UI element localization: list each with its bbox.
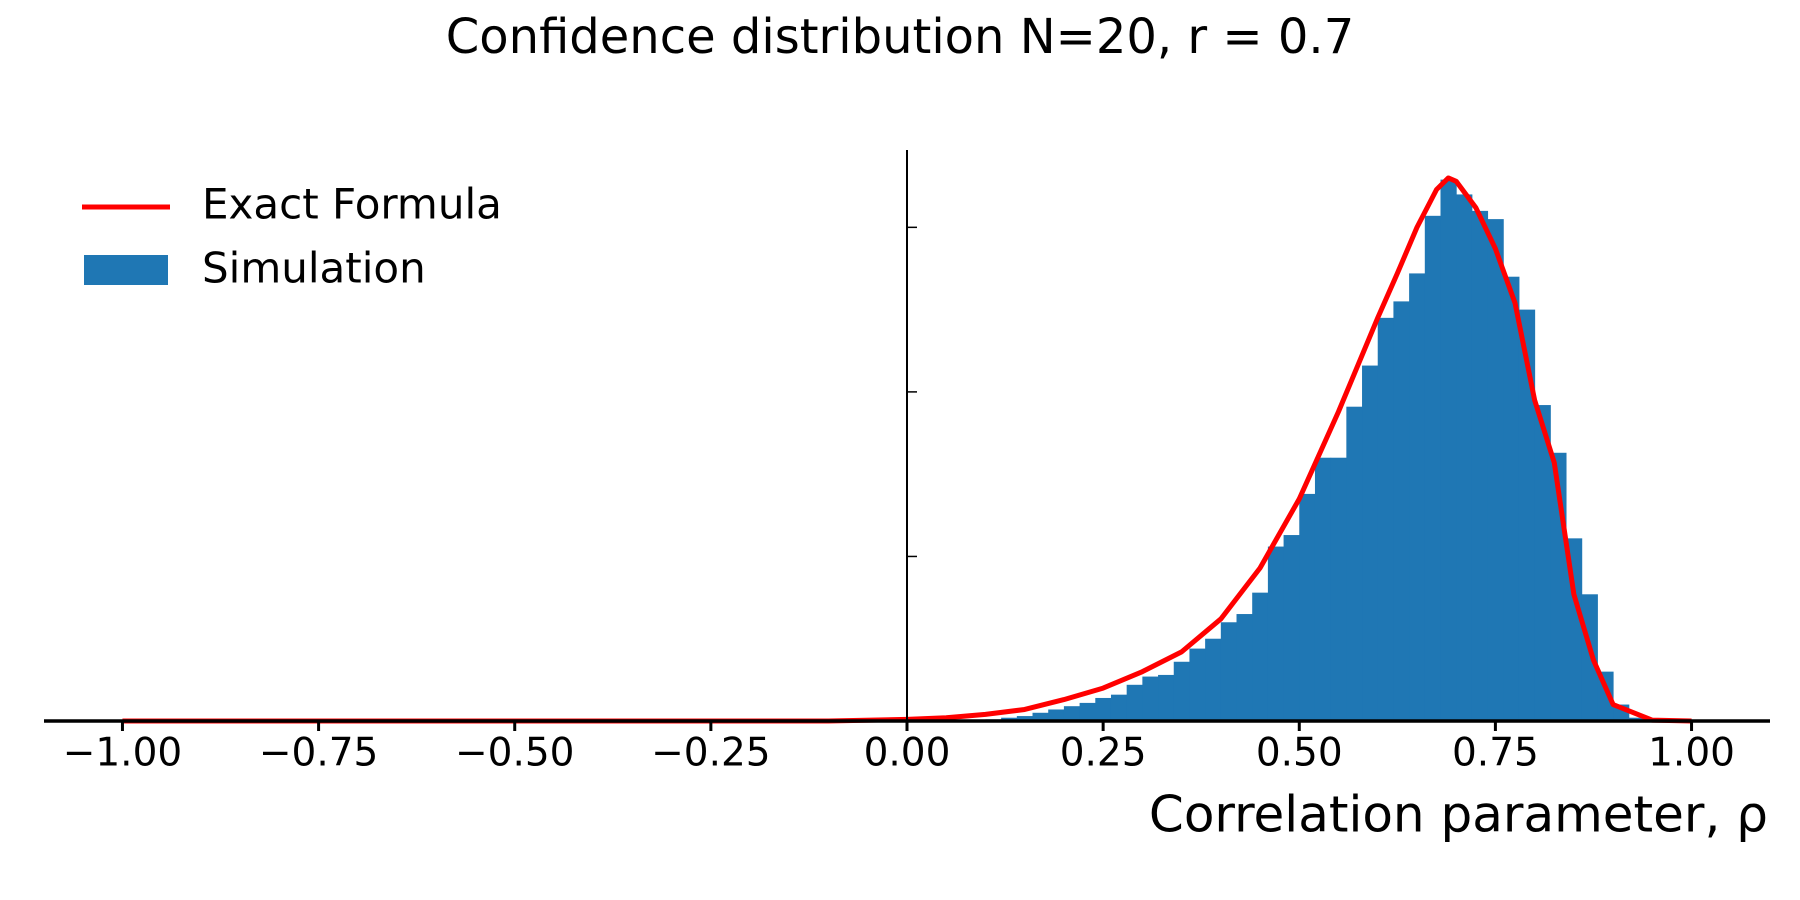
x-tick-label: 0.50 [1256,731,1343,776]
histogram-bar [1016,716,1034,721]
histogram-bar [1487,219,1504,721]
histogram-bar [1314,457,1332,721]
histogram-bar [1283,535,1300,721]
histogram-bar [1126,684,1143,721]
histogram-bar [1330,457,1347,721]
histogram-bar [1362,365,1379,721]
legend-label: Exact Formula [202,180,502,229]
histogram-bar [1424,215,1441,721]
x-tick-label: −0.75 [259,731,379,776]
histogram-bar [1267,546,1285,721]
histogram-bar [1220,622,1238,721]
histogram-bar [1236,614,1253,721]
chart-title: Confidence distribution N=20, r = 0.7 [446,9,1354,65]
x-tick-label: −0.25 [651,731,771,776]
histogram-bar [1079,702,1096,721]
histogram-bar [1048,709,1065,721]
histogram-bar [1346,406,1363,721]
histogram-bar [1205,638,1222,721]
histogram-bar [1173,661,1190,721]
x-tick-label: 0.25 [1060,731,1147,776]
x-tick-label: 0.75 [1452,731,1539,776]
x-tick-label: −1.00 [63,731,183,776]
histogram-bar [1534,405,1551,721]
histogram-bar [1471,210,1489,722]
x-tick-label: 0.00 [864,731,951,776]
x-axis-label: Correlation parameter, ρ [1149,786,1768,844]
histogram-bar [1440,179,1457,721]
histogram-bar [1158,674,1175,721]
histogram-bar [1393,301,1410,721]
histogram-bar [1518,309,1536,721]
x-tick-label: 1.00 [1648,731,1735,776]
histogram-bar [1252,592,1269,721]
legend-label: Simulation [202,244,426,293]
histogram-bar [1032,712,1049,721]
histogram-bar [1110,694,1128,721]
x-tick-label: −0.50 [455,731,575,776]
legend-bar-swatch [84,255,168,285]
histogram-bar [1377,317,1394,721]
histogram-bar [1409,273,1426,721]
histogram-bar [1142,676,1159,721]
histogram-bar [1456,194,1473,722]
histogram-bar [1095,697,1112,721]
histogram-bar [1581,594,1598,721]
histogram-bar [1189,648,1206,721]
histogram-bar [1503,276,1520,721]
histogram-bar [1299,493,1316,721]
histogram-bar [1063,706,1081,721]
